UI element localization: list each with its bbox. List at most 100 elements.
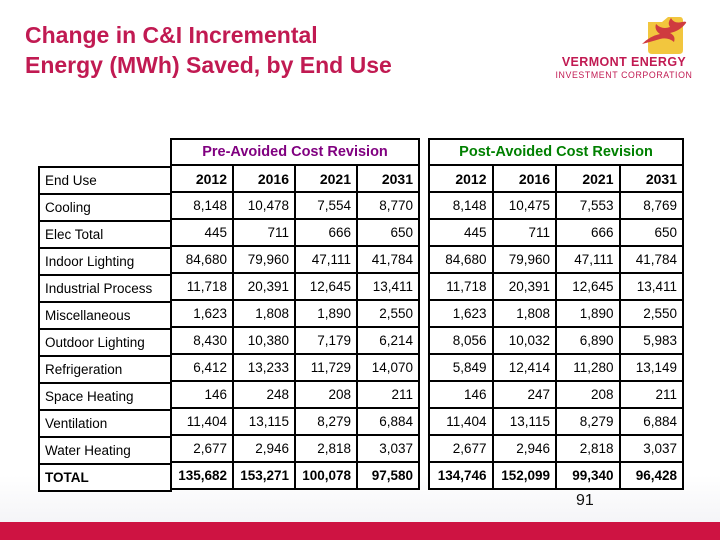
data-cell: 8,770: [356, 191, 420, 220]
data-cell: 1,623: [428, 299, 494, 328]
year-header: 2031: [356, 164, 420, 193]
end-use-label-table: End Use Cooling Elec Total Indoor Lighti…: [38, 166, 172, 492]
data-cell: 8,148: [170, 191, 234, 220]
year-header: 2031: [618, 164, 684, 193]
data-cell: 6,884: [356, 407, 420, 436]
table-row: Outdoor Lighting: [38, 328, 172, 357]
table-row: 445 711 666 650: [428, 218, 684, 247]
pre-avoided-table: Pre-Avoided Cost Revision 2012 2016 2021…: [170, 138, 420, 490]
data-cell: 211: [356, 380, 420, 409]
table-row: Miscellaneous: [38, 301, 172, 330]
year-header: 2012: [428, 164, 494, 193]
table-row: 11,404 13,115 8,279 6,884: [170, 407, 420, 436]
data-cell: 1,623: [170, 299, 234, 328]
data-cell: 1,808: [491, 299, 557, 328]
row-label: Ventilation: [38, 409, 172, 438]
data-cell: 41,784: [618, 245, 684, 274]
corner-header: End Use: [38, 166, 172, 195]
table-row: Refrigeration: [38, 355, 172, 384]
row-label: Outdoor Lighting: [38, 328, 172, 357]
row-label: Miscellaneous: [38, 301, 172, 330]
data-cell: 11,404: [170, 407, 234, 436]
row-label: Industrial Process: [38, 274, 172, 303]
data-cell: 3,037: [356, 434, 420, 463]
table-row: 146 247 208 211: [428, 380, 684, 409]
data-cell: 650: [356, 218, 420, 247]
table-row-total: 135,682 153,271 100,078 97,580: [170, 461, 420, 490]
data-cell: 208: [555, 380, 621, 409]
total-cell: 100,078: [294, 461, 358, 490]
data-cell: 248: [232, 380, 296, 409]
data-cell: 41,784: [356, 245, 420, 274]
data-cell: 2,818: [555, 434, 621, 463]
data-cell: 10,478: [232, 191, 296, 220]
table-row: 11,718 20,391 12,645 13,411: [170, 272, 420, 301]
table-row: 2012 2016 2021 2031: [170, 164, 420, 193]
data-cell: 1,890: [294, 299, 358, 328]
row-label: Cooling: [38, 193, 172, 222]
data-cell: 8,148: [428, 191, 494, 220]
data-cell: 7,179: [294, 326, 358, 355]
total-cell: 135,682: [170, 461, 234, 490]
data-cell: 20,391: [491, 272, 557, 301]
table-row: 11,404 13,115 8,279 6,884: [428, 407, 684, 436]
data-cell: 79,960: [491, 245, 557, 274]
row-label: Water Heating: [38, 436, 172, 465]
data-cell: 12,414: [491, 353, 557, 382]
data-cell: 47,111: [294, 245, 358, 274]
year-header: 2021: [555, 164, 621, 193]
data-cell: 650: [618, 218, 684, 247]
data-cell: 13,411: [356, 272, 420, 301]
total-cell: 96,428: [618, 461, 684, 490]
data-cell: 8,430: [170, 326, 234, 355]
table-row: Pre-Avoided Cost Revision: [170, 138, 420, 166]
data-cell: 666: [555, 218, 621, 247]
data-cell: 10,475: [491, 191, 557, 220]
title-line-1: Change in C&I Incremental: [25, 22, 318, 48]
data-cell: 84,680: [170, 245, 234, 274]
data-cell: 5,849: [428, 353, 494, 382]
table-row: 8,148 10,475 7,553 8,769: [428, 191, 684, 220]
year-header: 2016: [232, 164, 296, 193]
data-cell: 2,946: [491, 434, 557, 463]
table-row: 1,623 1,808 1,890 2,550: [428, 299, 684, 328]
data-cell: 711: [491, 218, 557, 247]
data-cell: 146: [170, 380, 234, 409]
row-label: Elec Total: [38, 220, 172, 249]
table-row: Space Heating: [38, 382, 172, 411]
post-avoided-table: Post-Avoided Cost Revision 2012 2016 202…: [428, 138, 684, 490]
data-cell: 1,890: [555, 299, 621, 328]
data-cell: 5,983: [618, 326, 684, 355]
table-row: 8,056 10,032 6,890 5,983: [428, 326, 684, 355]
total-cell: 134,746: [428, 461, 494, 490]
row-label: Refrigeration: [38, 355, 172, 384]
data-cell: 11,729: [294, 353, 358, 382]
row-label: Indoor Lighting: [38, 247, 172, 276]
table-row: 84,680 79,960 47,111 41,784: [428, 245, 684, 274]
total-cell: 153,271: [232, 461, 296, 490]
post-header: Post-Avoided Cost Revision: [428, 138, 684, 166]
year-header: 2012: [170, 164, 234, 193]
table-row: Cooling: [38, 193, 172, 222]
table-row: 84,680 79,960 47,111 41,784: [170, 245, 420, 274]
data-cell: 247: [491, 380, 557, 409]
table-row-total: TOTAL: [38, 463, 172, 492]
title-line-2: Energy (MWh) Saved, by End Use: [25, 52, 392, 79]
data-cell: 8,769: [618, 191, 684, 220]
table-row: 445 711 666 650: [170, 218, 420, 247]
data-cell: 12,645: [555, 272, 621, 301]
table-row: Indoor Lighting: [38, 247, 172, 276]
data-cell: 6,884: [618, 407, 684, 436]
table-row: 1,623 1,808 1,890 2,550: [170, 299, 420, 328]
data-cell: 13,149: [618, 353, 684, 382]
page-number: 91: [576, 492, 594, 509]
table-row: 6,412 13,233 11,729 14,070: [170, 353, 420, 382]
year-header: 2016: [491, 164, 557, 193]
table-row: 11,718 20,391 12,645 13,411: [428, 272, 684, 301]
data-cell: 211: [618, 380, 684, 409]
data-cell: 2,677: [170, 434, 234, 463]
page-title: Change in C&I Incremental Energy (MWh) S…: [25, 20, 392, 81]
data-cell: 13,115: [491, 407, 557, 436]
data-cell: 6,412: [170, 353, 234, 382]
